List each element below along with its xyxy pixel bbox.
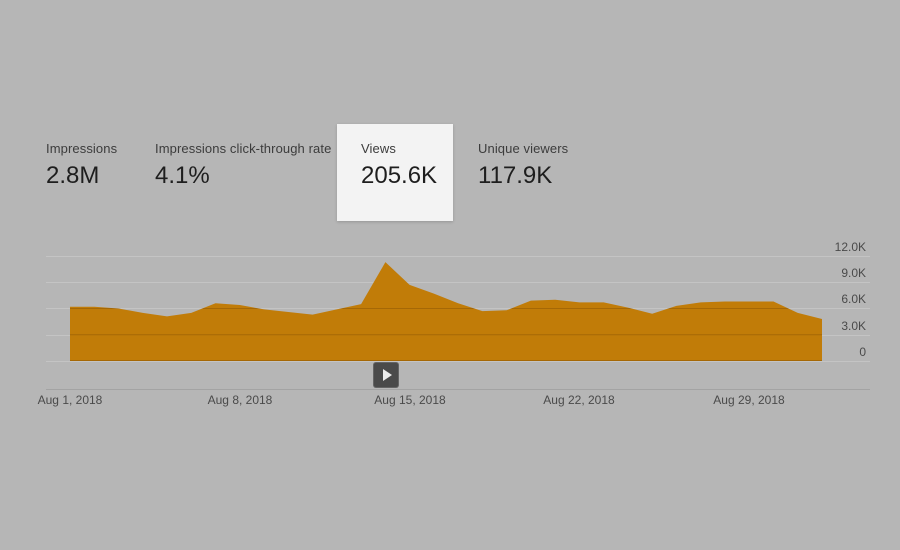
x-axis-label: Aug 15, 2018 [374, 393, 446, 407]
metric-tab-views[interactable]: Views 205.6K [337, 124, 453, 221]
y-axis-label: 12.0K [834, 240, 866, 254]
y-axis-label: 9.0K [841, 266, 866, 280]
y-axis-label: 6.0K [841, 292, 866, 306]
x-axis-label: Aug 22, 2018 [543, 393, 615, 407]
metric-value: 2.8M [46, 162, 100, 189]
gridline [46, 282, 870, 283]
gridline [46, 361, 870, 362]
x-axis-label: Aug 8, 2018 [207, 393, 273, 407]
x-axis-line [46, 389, 870, 390]
x-axis-label: Aug 29, 2018 [713, 393, 785, 407]
metric-tab-impressions-ctr[interactable]: Impressions click-through rate 4.1% [155, 142, 331, 189]
metric-value: 205.6K [361, 162, 438, 189]
y-axis-label: 0 [859, 345, 866, 359]
metric-value: 117.9K [478, 162, 553, 189]
metric-value: 4.1% [155, 162, 210, 189]
play-icon [383, 369, 392, 381]
x-axis-label: Aug 1, 2018 [37, 393, 103, 407]
y-axis-label: 3.0K [841, 319, 866, 333]
metric-tab-unique-viewers[interactable]: Unique viewers 117.9K [478, 142, 568, 189]
metric-label: Views [361, 141, 396, 156]
gridline [46, 256, 870, 257]
metric-tab-impressions[interactable]: Impressions 2.8M [46, 142, 117, 189]
metric-label: Impressions click-through rate [155, 141, 332, 156]
metric-label: Impressions [46, 141, 118, 156]
video-publish-marker[interactable] [373, 362, 399, 388]
metric-label: Unique viewers [478, 141, 569, 156]
